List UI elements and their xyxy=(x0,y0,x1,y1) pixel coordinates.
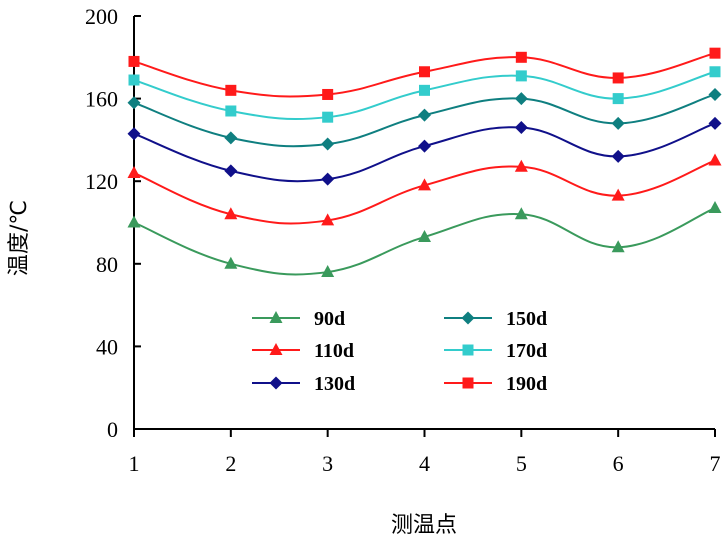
data-point-110d-7 xyxy=(708,153,722,166)
data-point-110d-3 xyxy=(321,213,335,226)
data-point-190d-2 xyxy=(225,84,237,96)
data-point-190d-4 xyxy=(419,66,430,78)
legend-label-90d: 90d xyxy=(314,308,345,330)
data-point-130d-1 xyxy=(127,127,141,141)
data-point-190d-7 xyxy=(709,47,721,59)
data-point-90d-7 xyxy=(708,201,722,214)
data-point-110d-5 xyxy=(514,159,528,172)
legend-marker-170d xyxy=(462,344,474,356)
legend-label-170d: 170d xyxy=(506,340,547,362)
data-point-150d-1 xyxy=(127,96,141,110)
data-point-130d-3 xyxy=(321,172,335,186)
y-tick-label: 0 xyxy=(107,417,118,442)
data-point-90d-5 xyxy=(514,207,528,220)
data-point-130d-7 xyxy=(708,116,722,130)
legend-label-110d: 110d xyxy=(314,340,354,362)
legend-label-130d: 130d xyxy=(314,373,355,395)
legend-marker-130d xyxy=(269,376,283,390)
x-tick-label: 7 xyxy=(710,451,721,476)
data-point-110d-2 xyxy=(224,207,238,220)
data-point-190d-6 xyxy=(612,72,624,84)
y-tick-label: 120 xyxy=(85,169,118,194)
series-line-110d xyxy=(133,159,716,225)
legend-marker-110d xyxy=(269,343,283,355)
legend-marker-90d xyxy=(269,311,283,323)
data-point-170d-3 xyxy=(322,111,334,123)
data-point-110d-4 xyxy=(418,178,431,191)
x-axis-label: 测温点 xyxy=(391,513,457,537)
data-point-130d-5 xyxy=(514,121,528,135)
data-point-110d-6 xyxy=(611,188,625,201)
y-axis-label: 温度/℃ xyxy=(7,200,32,276)
y-tick-label: 80 xyxy=(96,252,118,277)
legend-marker-190d xyxy=(462,377,474,389)
data-point-170d-5 xyxy=(515,70,527,82)
data-point-150d-6 xyxy=(611,116,625,130)
x-tick-label: 3 xyxy=(322,451,333,476)
data-point-170d-1 xyxy=(128,74,140,86)
data-point-190d-3 xyxy=(322,88,334,100)
y-tick-label: 40 xyxy=(96,334,118,359)
data-point-90d-1 xyxy=(127,215,141,228)
data-point-170d-4 xyxy=(419,84,430,96)
axes: 0 40 80 120 160 200 1 2 3 4 5 6 7 xyxy=(85,4,721,476)
legend-label-150d: 150d xyxy=(506,308,547,330)
x-tick-label: 2 xyxy=(225,451,236,476)
data-point-110d-1 xyxy=(127,165,141,178)
legend: 90d 110d 130d 150d 170d 190d xyxy=(252,308,547,395)
data-point-170d-2 xyxy=(225,105,237,117)
y-tick-label: 160 xyxy=(85,87,118,112)
data-point-130d-4 xyxy=(418,139,431,153)
data-point-130d-6 xyxy=(611,149,625,163)
data-point-170d-6 xyxy=(612,93,624,105)
data-point-90d-6 xyxy=(611,240,625,253)
x-tick-label: 6 xyxy=(613,451,624,476)
data-point-130d-2 xyxy=(224,164,238,178)
data-point-90d-2 xyxy=(224,256,238,269)
data-point-150d-4 xyxy=(418,108,431,122)
data-point-190d-1 xyxy=(128,55,140,67)
data-point-170d-7 xyxy=(709,66,721,78)
data-point-150d-7 xyxy=(708,87,722,101)
data-point-190d-5 xyxy=(515,51,527,63)
data-point-90d-3 xyxy=(321,265,335,278)
legend-label-190d: 190d xyxy=(506,373,547,395)
x-tick-label: 1 xyxy=(129,451,140,476)
data-point-150d-3 xyxy=(321,137,335,151)
legend-marker-150d xyxy=(461,311,475,325)
y-tick-label: 200 xyxy=(85,4,118,29)
data-point-150d-5 xyxy=(514,92,528,106)
data-point-150d-2 xyxy=(224,131,238,145)
x-tick-label: 4 xyxy=(419,451,430,476)
data-point-90d-4 xyxy=(418,229,431,242)
x-tick-label: 5 xyxy=(516,451,527,476)
series-markers xyxy=(127,47,722,278)
